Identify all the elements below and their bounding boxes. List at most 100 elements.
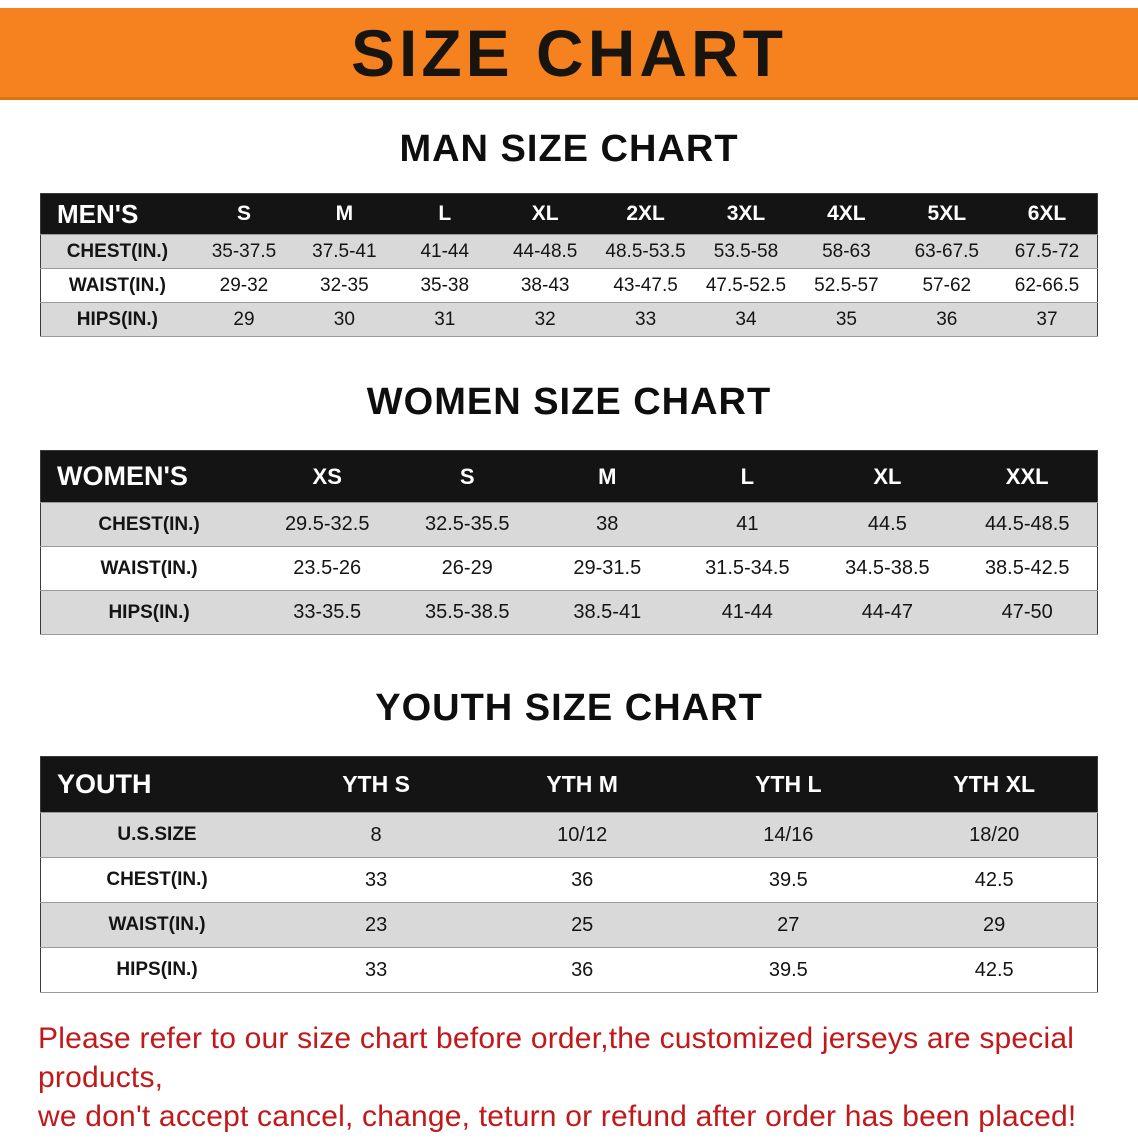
row-label-cell: U.S.SIZE [40,812,274,858]
table-row: HIPS(IN.) 33 36 39.5 42.5 [40,947,1098,993]
value-cell: 39.5 [685,857,892,903]
value-cell: 44-48.5 [494,234,596,269]
row-label-cell: HIPS(IN.) [40,947,274,993]
size-table-men: MEN'S S M L XL 2XL 3XL 4XL 5XL 6XL CHEST(IN.) 35-37… [40,193,1098,337]
value-cell: 26-29 [397,546,538,591]
value-cell: 27 [685,902,892,948]
value-cell: 32-35 [294,268,395,303]
table-title-cell: MEN'S [40,193,194,235]
value-cell: 47.5-52.5 [695,268,797,303]
table-row: HIPS(IN.) 29 30 31 32 33 34 35 36 37 [40,302,1098,337]
table-title-cell: WOMEN'S [40,450,258,503]
value-cell: 29.5-32.5 [257,502,398,547]
size-chart-banner: SIZE CHART [0,8,1138,100]
size-header-cell: 5XL [896,193,997,235]
size-header-cell: 3XL [695,193,797,235]
value-cell: 38 [537,502,678,547]
table-row: CHEST(IN.) 35-37.5 37.5-41 41-44 44-48.5 48.5… [40,234,1098,269]
section-men: MAN SIZE CHART MEN'S S M L XL 2XL 3XL 4XL 5XL 6XL C… [0,128,1138,337]
disclaimer-line-2: we don't accept cancel, change, teturn o… [38,1100,1077,1133]
size-header-cell: XL [494,193,596,235]
table-row: WAIST(IN.) 29-32 32-35 35-38 38-43 43-47.5 47.… [40,268,1098,303]
section-youth: YOUTH SIZE CHART YOUTH YTH S YTH M YTH L YTH … [0,687,1138,993]
value-cell: 38.5-41 [537,590,678,635]
size-header-cell: YTH S [273,756,480,813]
table-title-cell: YOUTH [40,756,274,813]
size-header-cell: YTH XL [891,756,1098,813]
value-cell: 33-35.5 [257,590,398,635]
size-header-cell: L [677,450,818,503]
value-cell: 30 [294,302,395,337]
size-header-cell: 2XL [595,193,696,235]
value-cell: 41-44 [394,234,495,269]
table-row: WAIST(IN.) 23 25 27 29 [40,902,1098,948]
size-header-cell: XS [257,450,398,503]
size-header-cell: S [193,193,295,235]
value-cell: 29-32 [193,268,295,303]
size-chart-sections: MAN SIZE CHART MEN'S S M L XL 2XL 3XL 4XL 5XL 6XL C… [0,128,1138,993]
value-cell: 36 [479,947,686,993]
row-label-cell: WAIST(IN.) [40,902,274,948]
value-cell: 47-50 [957,590,1098,635]
size-header-cell: M [294,193,395,235]
row-label-cell: WAIST(IN.) [40,546,258,591]
value-cell: 35-37.5 [193,234,295,269]
table-header-row: WOMEN'S XS S M L XL XXL [40,450,1098,503]
table-header-row: YOUTH YTH S YTH M YTH L YTH XL [40,756,1098,813]
value-cell: 37 [997,302,1098,337]
value-cell: 44.5 [817,502,958,547]
value-cell: 29-31.5 [537,546,678,591]
table-row: HIPS(IN.) 33-35.5 35.5-38.5 38.5-41 41-44 44-… [40,590,1098,635]
value-cell: 33 [273,857,480,903]
value-cell: 53.5-58 [695,234,797,269]
section-heading-youth: YOUTH SIZE CHART [375,687,763,729]
table-row: CHEST(IN.) 29.5-32.5 32.5-35.5 38 41 44.5 44.5… [40,502,1098,547]
banner-title: SIZE CHART [351,15,787,90]
section-heading-women: WOMEN SIZE CHART [366,381,772,423]
disclaimer-text: Please refer to our size chart before or… [38,1019,1100,1136]
value-cell: 32.5-35.5 [397,502,538,547]
value-cell: 29 [193,302,295,337]
value-cell: 43-47.5 [595,268,696,303]
size-header-cell: XL [817,450,958,503]
value-cell: 42.5 [891,947,1098,993]
value-cell: 35 [796,302,897,337]
row-label-cell: CHEST(IN.) [40,234,194,269]
value-cell: 23 [273,902,480,948]
value-cell: 25 [479,902,686,948]
table-header-row: MEN'S S M L XL 2XL 3XL 4XL 5XL 6XL [40,193,1098,235]
size-table-women: WOMEN'S XS S M L XL XXL CHEST(IN.) 29.5-32.5 32.5… [40,450,1098,635]
value-cell: 8 [273,812,480,858]
row-label-cell: HIPS(IN.) [40,302,194,337]
section-heading-men: MAN SIZE CHART [399,128,739,170]
row-label-cell: WAIST(IN.) [40,268,194,303]
size-header-cell: YTH M [479,756,686,813]
value-cell: 42.5 [891,857,1098,903]
value-cell: 48.5-53.5 [595,234,696,269]
size-header-cell: YTH L [685,756,892,813]
value-cell: 57-62 [896,268,997,303]
size-header-cell: S [397,450,538,503]
value-cell: 31.5-34.5 [677,546,818,591]
value-cell: 34 [695,302,797,337]
row-label-cell: HIPS(IN.) [40,590,258,635]
value-cell: 36 [479,857,686,903]
row-label-cell: CHEST(IN.) [40,857,274,903]
value-cell: 62-66.5 [997,268,1098,303]
value-cell: 58-63 [796,234,897,269]
value-cell: 44-47 [817,590,958,635]
size-header-cell: XXL [957,450,1098,503]
value-cell: 52.5-57 [796,268,897,303]
row-label-cell: CHEST(IN.) [40,502,258,547]
value-cell: 41-44 [677,590,818,635]
value-cell: 63-67.5 [896,234,997,269]
table-row: CHEST(IN.) 33 36 39.5 42.5 [40,857,1098,903]
value-cell: 32 [494,302,596,337]
value-cell: 14/16 [685,812,892,858]
value-cell: 35.5-38.5 [397,590,538,635]
disclaimer-line-1: Please refer to our size chart before or… [38,1022,1075,1094]
value-cell: 44.5-48.5 [957,502,1098,547]
value-cell: 18/20 [891,812,1098,858]
value-cell: 33 [273,947,480,993]
size-header-cell: M [537,450,678,503]
